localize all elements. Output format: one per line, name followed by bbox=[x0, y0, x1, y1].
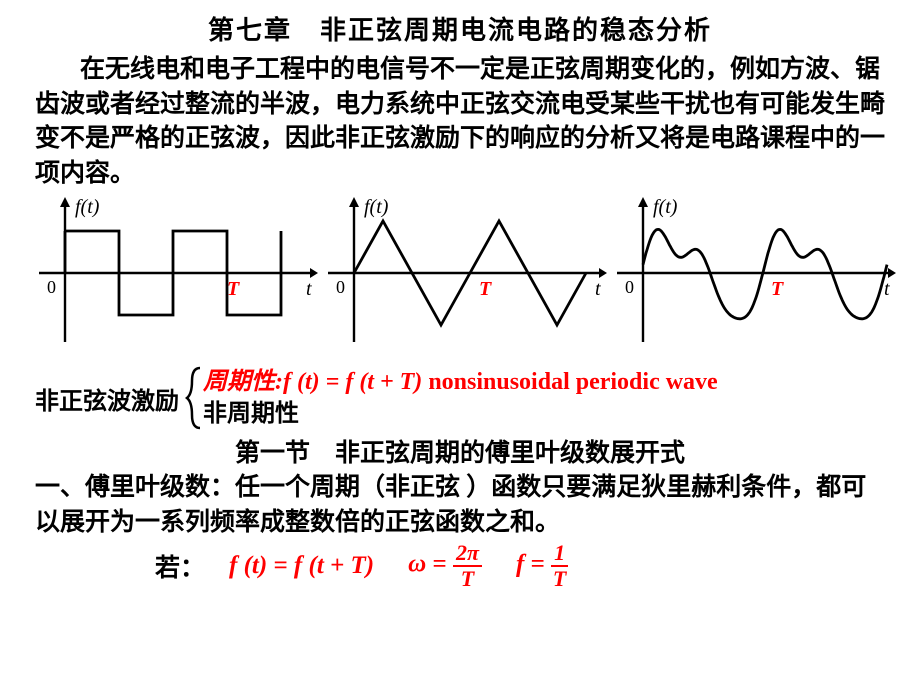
chart-square-wave: f(t) t 0 T bbox=[35, 195, 320, 355]
formula-omega: ω = 2π T bbox=[408, 542, 482, 590]
chart-distorted-wave: f(t) t 0 T bbox=[613, 195, 898, 355]
f-numerator: 1 bbox=[551, 542, 568, 567]
periodic-line: 周期性:f (t) = f (t + T) nonsinusoidal peri… bbox=[203, 366, 718, 398]
formula-row: 若： f (t) = f (t + T) ω = 2π T f = 1 T bbox=[35, 542, 885, 590]
f-symbol: f bbox=[516, 551, 524, 578]
bracket-label: 非正弦波激励 bbox=[35, 381, 179, 416]
f-denominator: T bbox=[553, 567, 566, 590]
formula-eq1: f (t) = f (t + T) bbox=[229, 552, 374, 580]
omega-symbol: ω bbox=[408, 551, 426, 578]
svg-text:f(t): f(t) bbox=[75, 196, 100, 218]
charts-row: f(t) t 0 T f(t) t 0 T f(t) t 0 T bbox=[35, 195, 885, 355]
svg-text:0: 0 bbox=[336, 277, 345, 297]
f-fraction: 1 T bbox=[551, 542, 568, 590]
svg-text:t: t bbox=[595, 278, 601, 300]
omega-denominator: T bbox=[461, 567, 474, 590]
svg-text:0: 0 bbox=[47, 277, 56, 297]
periodic-formula: f (t) = f (t + T) bbox=[283, 369, 422, 395]
omega-numerator: 2π bbox=[453, 542, 482, 567]
formula-label: 若： bbox=[155, 548, 205, 584]
svg-text:f(t): f(t) bbox=[364, 196, 389, 218]
periodic-note: nonsinusoidal periodic wave bbox=[422, 369, 717, 395]
svg-text:t: t bbox=[306, 278, 312, 300]
eq-sign-1: = bbox=[432, 551, 446, 578]
curly-bracket-icon bbox=[185, 365, 203, 431]
formula-f: f = 1 T bbox=[516, 542, 568, 590]
eq-sign-2: = bbox=[531, 551, 545, 578]
omega-fraction: 2π T bbox=[453, 542, 482, 590]
section-subtitle: 第一节 非正弦周期的傅里叶级数展开式 bbox=[35, 433, 885, 469]
svg-text:T: T bbox=[479, 278, 492, 300]
fourier-body: 一、傅里叶级数：任一个周期（非正弦 ）函数只要满足狄里赫利条件，都可以展开为一系… bbox=[35, 471, 885, 540]
svg-text:T: T bbox=[227, 278, 240, 300]
chapter-title: 第七章 非正弦周期电流电路的稳态分析 bbox=[35, 10, 885, 47]
svg-text:T: T bbox=[771, 278, 784, 300]
periodic-prefix: 周期性: bbox=[203, 369, 283, 395]
chart-triangle-wave: f(t) t 0 T bbox=[324, 195, 609, 355]
intro-paragraph: 在无线电和电子工程中的电信号不一定是正弦周期变化的，例如方波、锯齿波或者经过整流… bbox=[35, 53, 885, 191]
svg-text:f(t): f(t) bbox=[653, 196, 678, 218]
nonperiodic-line: 非周期性 bbox=[203, 398, 718, 430]
svg-text:t: t bbox=[884, 278, 890, 300]
excitation-classification: 非正弦波激励 周期性:f (t) = f (t + T) nonsinusoid… bbox=[35, 365, 885, 431]
svg-text:0: 0 bbox=[625, 277, 634, 297]
